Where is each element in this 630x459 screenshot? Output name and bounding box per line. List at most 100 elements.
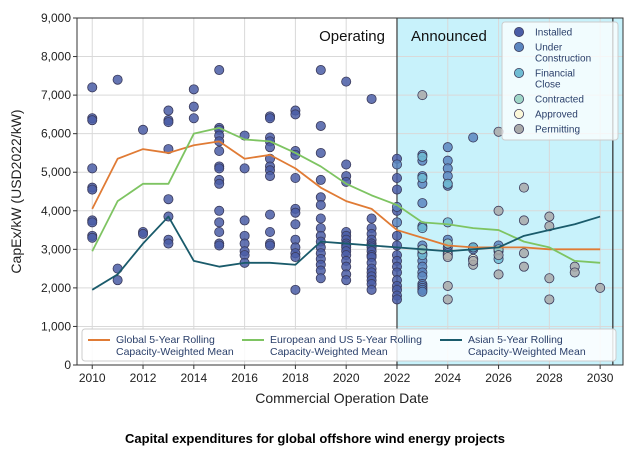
y-tick-label: 0: [64, 358, 71, 372]
data-point: [163, 117, 174, 128]
data-point: [315, 65, 326, 76]
line-legend-label: Capacity-Weighted Mean: [270, 346, 388, 358]
data-point: [214, 226, 225, 237]
y-tick-label: 5,000: [41, 165, 71, 179]
data-point: [265, 209, 276, 220]
data-point: [214, 217, 225, 228]
data-point: [214, 163, 225, 174]
x-tick-label: 2022: [384, 371, 411, 385]
data-point: [544, 273, 555, 284]
legend-marker: [514, 109, 525, 120]
data-point: [391, 294, 402, 305]
data-point: [315, 120, 326, 131]
data-point: [87, 115, 98, 126]
data-point: [391, 230, 402, 241]
data-point: [442, 252, 453, 263]
data-point: [493, 250, 504, 261]
data-point: [239, 163, 250, 174]
data-point: [290, 284, 301, 295]
data-point: [290, 207, 301, 218]
data-point: [315, 213, 326, 224]
data-point: [138, 228, 149, 239]
x-tick-label: 2016: [231, 371, 258, 385]
data-point: [315, 147, 326, 158]
data-point: [163, 105, 174, 116]
data-point: [290, 252, 301, 263]
data-point: [569, 267, 580, 278]
data-point: [265, 171, 276, 182]
mean-line-2: [91, 215, 601, 291]
data-point: [442, 280, 453, 291]
region-label-operating: Operating: [319, 28, 385, 45]
data-point: [214, 65, 225, 76]
data-point: [417, 223, 428, 234]
data-point: [391, 159, 402, 170]
data-point: [112, 74, 123, 85]
data-point: [239, 215, 250, 226]
legend-label: Permitting: [535, 125, 580, 136]
data-point: [163, 238, 174, 249]
data-point: [366, 93, 377, 104]
capex-chart: Operating Announced 2010 2012 2014 2016 2018 20…: [8, 11, 624, 406]
data-point: [188, 113, 199, 124]
series-permitting: [417, 90, 606, 305]
data-point: [341, 159, 352, 170]
x-axis-title: Commercial Operation Date: [255, 390, 429, 406]
y-tick-label: 2,000: [41, 281, 71, 295]
data-point: [265, 240, 276, 251]
line-legend-box: [81, 328, 617, 362]
y-tick-label: 6,000: [41, 127, 71, 141]
legend-label: Financial: [535, 69, 575, 80]
data-point: [544, 294, 555, 305]
data-point: [442, 294, 453, 305]
data-point: [544, 211, 555, 222]
legend-label: Installed: [535, 28, 572, 39]
data-point: [391, 240, 402, 251]
data-point: [315, 273, 326, 284]
x-tick-label: 2030: [587, 371, 614, 385]
data-point: [315, 199, 326, 210]
legend-label: Approved: [535, 110, 578, 121]
data-point: [391, 217, 402, 228]
data-point: [391, 184, 402, 195]
data-point: [468, 255, 479, 266]
data-point: [87, 217, 98, 228]
data-point: [214, 146, 225, 157]
data-point: [417, 173, 428, 184]
x-tick-label: 2012: [130, 371, 157, 385]
data-point: [417, 90, 428, 101]
data-point: [87, 163, 98, 174]
x-tick-label: 2020: [333, 371, 360, 385]
data-point: [112, 275, 123, 286]
data-point: [315, 174, 326, 185]
data-point: [87, 184, 98, 195]
data-point: [290, 109, 301, 120]
data-point: [188, 84, 199, 95]
data-point: [265, 113, 276, 124]
legend-label: Contracted: [535, 95, 584, 106]
data-point: [87, 232, 98, 243]
data-point: [417, 198, 428, 209]
data-point: [442, 142, 453, 153]
data-point: [417, 286, 428, 297]
data-point: [214, 178, 225, 189]
y-tick-label: 7,000: [41, 88, 71, 102]
x-tick-label: 2026: [485, 371, 512, 385]
data-point: [442, 238, 453, 249]
line-legend-label: Capacity-Weighted Mean: [468, 346, 586, 358]
legend-marker: [514, 42, 525, 53]
data-point: [468, 132, 479, 143]
data-point: [518, 261, 529, 272]
data-point: [493, 205, 504, 216]
data-point: [188, 101, 199, 112]
legend-marker: [514, 124, 525, 135]
data-point: [417, 151, 428, 162]
mean-line-1: [91, 126, 601, 264]
legend-marker: [514, 68, 525, 79]
data-point: [518, 215, 529, 226]
data-point: [163, 194, 174, 205]
data-point: [493, 269, 504, 280]
x-tick-label: 2024: [434, 371, 461, 385]
x-tick-label: 2028: [536, 371, 563, 385]
